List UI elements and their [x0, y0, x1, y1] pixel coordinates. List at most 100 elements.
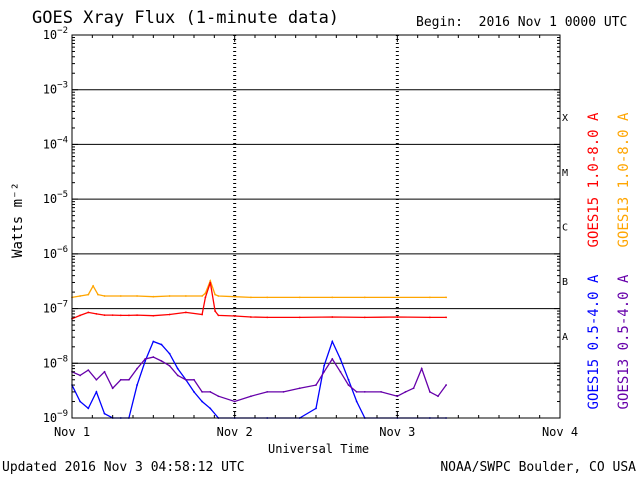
series-point-goes13_short	[176, 374, 179, 377]
series-point-goes15_short	[79, 400, 82, 403]
series-point-goes13_short	[445, 384, 448, 386]
series-point-goes13_short	[315, 384, 317, 386]
series-point-goes13_short	[79, 374, 82, 377]
series-point-goes13_long	[152, 295, 155, 298]
series-point-goes15_long	[331, 316, 334, 318]
updated-timestamp: Updated 2016 Nov 3 04:58:12 UTC	[2, 460, 245, 475]
series-point-goes13_long	[266, 296, 269, 299]
legend-entry-goes15_long: GOES15 1.0-8.0 A	[586, 112, 602, 247]
series-point-goes13_long	[119, 295, 122, 297]
series-point-goes13_long	[97, 293, 99, 296]
y-tick-label: 10−7	[43, 300, 68, 316]
series-point-goes13_long	[103, 295, 106, 297]
series-point-goes13_short	[420, 367, 423, 370]
series-point-goes13_short	[298, 387, 301, 390]
series-point-goes13_short	[428, 390, 431, 393]
y-tick-label: 10−2	[43, 26, 68, 42]
y-tick-label: 10−8	[43, 354, 68, 370]
series-point-goes15_short	[323, 364, 326, 367]
series-point-goes13_long	[250, 296, 252, 299]
series-point-goes13_short	[233, 400, 236, 403]
series-point-goes15_short	[103, 412, 106, 415]
series-point-goes13_short	[355, 390, 358, 393]
begin-value: 2016 Nov 1 0000 UTC	[478, 15, 628, 30]
series-point-goes13_long	[363, 296, 366, 299]
series-point-goes15_long	[87, 311, 90, 314]
series-point-goes15_short	[331, 340, 334, 343]
series-point-goes13_short	[193, 378, 195, 381]
ticks-layer: 10−9 10−8 10−7 10−6 10−5 10−4 10−3 10−2 Nov 1 Nov…	[43, 26, 578, 439]
series-point-goes13_long	[92, 284, 95, 287]
series-point-goes15_short	[152, 340, 155, 343]
series-point-goes15_long	[184, 311, 187, 314]
y-axis-label: Watts m⁻²	[10, 182, 26, 258]
series-point-goes15_short	[160, 343, 163, 346]
series-point-goes13_short	[266, 390, 269, 393]
series-point-goes13_long	[87, 293, 90, 296]
legend-entry-goes13_short: GOES13 0.5-4.0 A	[616, 274, 632, 409]
series-point-goes15_long	[79, 314, 82, 317]
series-point-goes15_long	[214, 310, 217, 312]
series-point-goes15_long	[152, 314, 155, 317]
series-point-goes13_short	[95, 378, 98, 381]
series-point-goes15_long	[201, 313, 204, 316]
series-point-goes13_long	[396, 296, 399, 299]
series-point-goes13_short	[103, 370, 106, 373]
series-point-goes13_short	[404, 390, 407, 393]
grid-layer	[72, 35, 560, 418]
series-point-goes13_short	[347, 384, 350, 386]
series-point-goes15_long	[217, 314, 220, 317]
series-point-goes15_short	[201, 400, 204, 403]
flare-class-label: X	[562, 113, 568, 124]
y-tick-label: 10−6	[43, 245, 68, 261]
credit-line: NOAA/SWPC Boulder, CO USA	[440, 460, 636, 475]
series-point-goes13_long	[428, 296, 431, 299]
series-point-goes15_short	[95, 390, 98, 393]
series-point-goes13_long	[214, 293, 217, 296]
flare-class-label: M	[562, 168, 568, 179]
series-point-goes13_short	[144, 358, 147, 360]
series-point-goes13_short	[437, 395, 439, 398]
series-line-goes15_long	[71, 282, 447, 320]
series-point-goes15_long	[250, 316, 252, 318]
series-point-goes15_long	[111, 314, 114, 316]
legend-entry-goes13_long: GOES13 1.0-8.0 A	[616, 112, 632, 247]
y-tick-label: 10−9	[43, 409, 68, 425]
series-point-goes13_short	[363, 390, 366, 393]
series-point-goes15_long	[103, 314, 106, 316]
series-point-goes13_short	[119, 378, 122, 381]
flare-class-label: A	[562, 332, 568, 343]
series-point-goes13_short	[396, 395, 399, 398]
series-point-goes15_short	[347, 378, 350, 381]
series-point-goes13_long	[209, 280, 212, 282]
series-point-goes13_short	[184, 378, 187, 381]
series-point-goes13_long	[136, 295, 138, 297]
series-point-goes15_long	[95, 312, 98, 315]
series-point-goes13_short	[128, 378, 130, 381]
series-point-goes15_long	[298, 316, 301, 319]
series-point-goes15_short	[209, 407, 212, 410]
series-point-goes13_long	[184, 295, 187, 297]
chart-title: GOES Xray Flux (1-minute data)	[32, 8, 340, 28]
series-point-goes15_long	[266, 316, 269, 319]
series-point-goes15_short	[144, 360, 147, 362]
series-point-goes15_long	[445, 316, 448, 319]
series-point-goes13_short	[250, 395, 252, 398]
series-point-goes15_short	[315, 407, 317, 410]
series-point-goes13_short	[152, 356, 155, 358]
series-layer	[71, 279, 448, 419]
series-point-goes13_long	[233, 295, 236, 298]
series-point-goes15_long	[396, 316, 399, 318]
series-point-goes15_short	[168, 352, 171, 355]
series-point-goes15_short	[87, 407, 90, 410]
series-point-goes13_long	[445, 296, 448, 299]
series-point-goes13_short	[111, 387, 114, 390]
series-point-goes13_short	[160, 360, 163, 362]
legend-layer: GOES15 1.0-8.0 A GOES13 1.0-8.0 A GOES15 0…	[586, 112, 632, 409]
begin-timestamp: Begin: 2016 Nov 1 0000 UTC	[416, 16, 627, 30]
series-point-goes15_short	[176, 367, 179, 370]
series-point-goes13_long	[79, 295, 82, 297]
series-point-goes13_short	[331, 358, 334, 360]
series-point-goes13_short	[168, 364, 171, 367]
series-point-goes15_short	[136, 384, 138, 386]
